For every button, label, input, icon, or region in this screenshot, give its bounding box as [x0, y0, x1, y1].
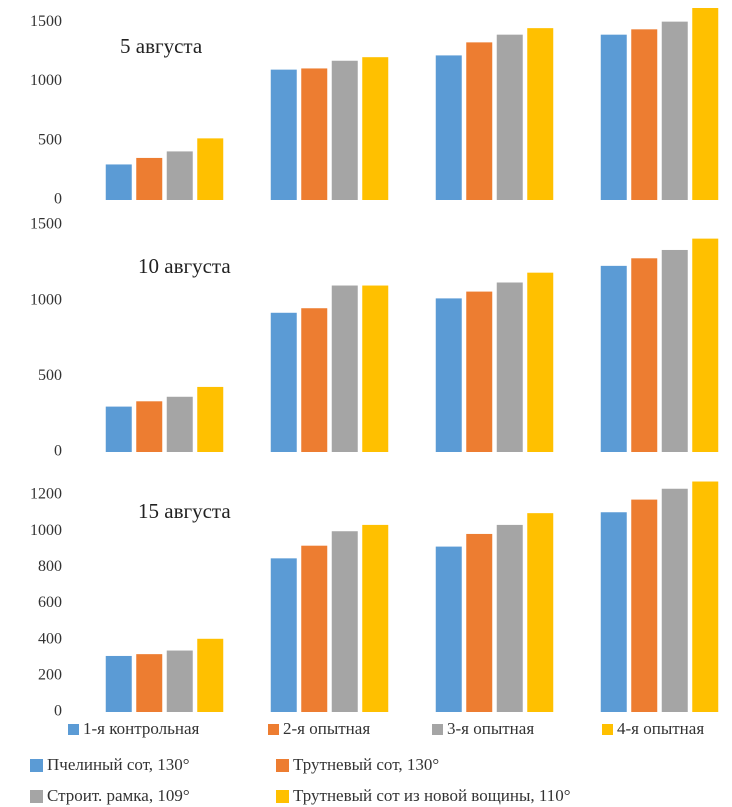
bar [331, 531, 358, 712]
note-label: Трутневый сот из новой вощины, 110° [293, 786, 571, 805]
y-tick-label: 1000 [30, 522, 62, 539]
note-swatch [30, 790, 43, 803]
bar [270, 312, 297, 452]
bar [631, 29, 658, 201]
bar [105, 164, 132, 200]
bar [435, 546, 462, 712]
panel-title: 10 августа [138, 254, 231, 278]
y-tick-label: 1000 [30, 72, 62, 89]
bar [496, 34, 523, 200]
bar [166, 650, 193, 712]
bar [527, 28, 554, 200]
y-tick-label: 1200 [30, 486, 62, 503]
bar [270, 69, 297, 200]
bar [527, 513, 554, 712]
bar [435, 298, 462, 452]
note-swatch [276, 790, 289, 803]
legend-swatch [268, 724, 279, 735]
legend-label: 2-я опытная [283, 719, 370, 738]
y-tick-label: 1500 [30, 13, 62, 30]
y-tick-label: 500 [38, 367, 62, 384]
legend-label: 4-я опытная [617, 719, 704, 738]
y-tick-label: 1000 [30, 291, 62, 308]
legend-label: 3-я опытная [447, 719, 534, 738]
bar [331, 60, 358, 201]
bar [661, 249, 688, 452]
bar [197, 386, 224, 452]
bar [692, 238, 719, 452]
y-tick-label: 500 [38, 131, 62, 148]
bar [331, 285, 358, 452]
note-swatch [276, 759, 289, 772]
bar [496, 524, 523, 712]
bar [527, 272, 554, 452]
bar [466, 533, 493, 712]
bar [600, 265, 627, 452]
bar [136, 654, 163, 712]
bar [435, 55, 462, 200]
bar [692, 481, 719, 712]
bar [692, 8, 719, 200]
bar [270, 558, 297, 712]
y-tick-label: 1500 [30, 216, 62, 233]
legend-swatch [68, 724, 79, 735]
bar [362, 57, 389, 201]
legend-label: 1-я контрольная [83, 719, 200, 738]
bar [631, 258, 658, 452]
bar [600, 512, 627, 712]
bar [166, 396, 193, 452]
y-tick-label: 200 [38, 667, 62, 684]
bar [600, 34, 627, 200]
bar [166, 151, 193, 200]
bar [362, 524, 389, 712]
bar [136, 157, 163, 200]
legend-swatch [432, 724, 443, 735]
bar [362, 285, 389, 452]
bar [466, 291, 493, 452]
bar [661, 488, 688, 712]
bar [496, 282, 523, 452]
legend-swatch [602, 724, 613, 735]
bar [197, 638, 224, 712]
bar [661, 21, 688, 201]
y-tick-label: 600 [38, 594, 62, 611]
note-label: Строит. рамка, 109° [47, 786, 190, 805]
panel-title: 15 августа [138, 499, 231, 523]
bar [105, 655, 132, 712]
panel-title: 5 августа [120, 34, 203, 58]
y-tick-label: 0 [54, 703, 62, 720]
note-label: Пчелиный сот, 130° [47, 755, 190, 774]
y-tick-label: 0 [54, 191, 62, 208]
bar [301, 545, 328, 712]
bar [631, 499, 658, 712]
bar [466, 42, 493, 201]
note-swatch [30, 759, 43, 772]
bar [197, 138, 224, 200]
bar [301, 68, 328, 200]
bar [301, 308, 328, 452]
bar [136, 401, 163, 452]
y-tick-label: 400 [38, 630, 62, 647]
y-tick-label: 800 [38, 558, 62, 575]
y-tick-label: 0 [54, 443, 62, 460]
note-label: Трутневый сот, 130° [293, 755, 439, 774]
bar [105, 406, 132, 452]
